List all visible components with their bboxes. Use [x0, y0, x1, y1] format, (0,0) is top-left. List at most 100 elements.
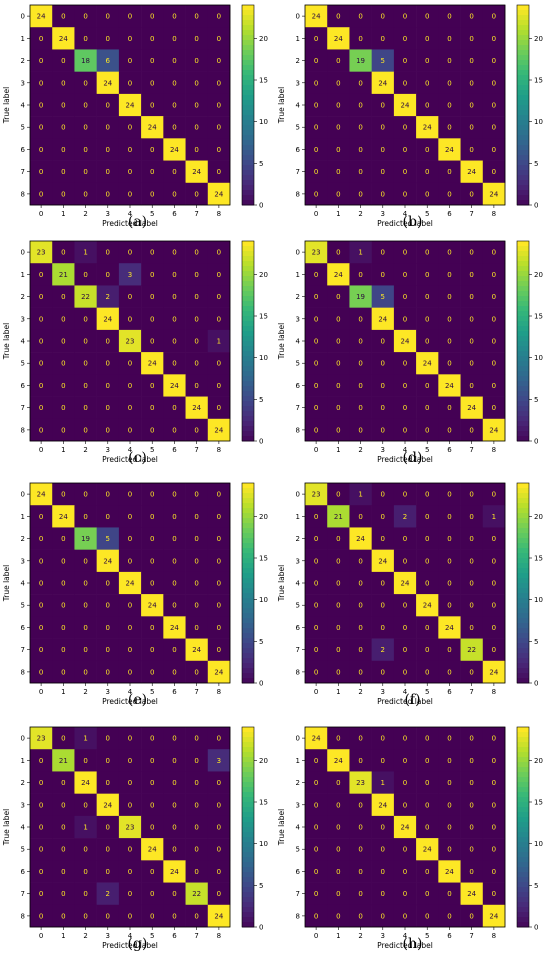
y-tick-label: 6 — [296, 624, 301, 632]
matrix-cell — [52, 882, 75, 906]
cell-value-label: 1 — [217, 338, 221, 346]
cell-value-label: 0 — [172, 293, 176, 301]
cell-value-label: 0 — [128, 35, 132, 43]
cell-value-label: 0 — [425, 912, 429, 920]
matrix-cell — [349, 571, 372, 595]
cell-value-label: 0 — [492, 846, 496, 854]
panel-caption: (g) — [127, 936, 148, 952]
matrix-cell — [118, 285, 142, 308]
x-tick-label: 0 — [39, 688, 43, 696]
cell-value-label: 24 — [170, 624, 179, 632]
colorbar-band — [517, 608, 529, 614]
matrix-cell — [118, 5, 142, 28]
matrix-cell — [141, 616, 164, 639]
cell-value-label: 0 — [492, 824, 496, 832]
colorbar-band — [517, 573, 529, 579]
cell-value-label: 0 — [403, 360, 407, 368]
matrix-cell — [393, 138, 417, 161]
matrix-cell — [327, 660, 350, 684]
cell-value-label: 0 — [314, 801, 318, 809]
matrix-cell — [482, 138, 506, 161]
cell-value-label: 5 — [381, 57, 385, 65]
matrix-cell — [305, 505, 328, 528]
matrix-cell — [185, 285, 209, 308]
matrix-cell — [163, 49, 186, 72]
colorbar-band — [517, 256, 529, 262]
colorbar-band — [517, 897, 529, 903]
colorbar-band — [242, 266, 254, 272]
matrix-cell — [393, 616, 417, 639]
colorbar-band — [242, 125, 254, 131]
colorbar-band — [517, 20, 529, 26]
colorbar-band — [242, 648, 254, 654]
matrix-cell — [349, 882, 372, 906]
cell-value-label: 0 — [336, 249, 340, 257]
confusion-matrix-panel-f: 23 0 1 0 0 0 0 0 0 0 21 0 0 2 0 0 0 1 0 0 24 0 0 0 0 0 0 0 0 0 24 0 0 0 0 0… — [275, 478, 550, 710]
colorbar-band — [517, 842, 529, 848]
matrix-cell — [141, 749, 164, 772]
cell-value-label: 0 — [425, 668, 429, 676]
cell-value-label: 0 — [61, 102, 65, 110]
matrix-cell — [163, 374, 186, 397]
matrix-cell — [416, 93, 439, 117]
cell-value-label: 0 — [358, 271, 362, 279]
x-tick-label: 7 — [469, 210, 473, 218]
x-tick-label: 7 — [469, 446, 473, 454]
matrix-cell — [74, 771, 97, 794]
cell-value-label: 0 — [336, 846, 340, 854]
cell-value-label: 0 — [106, 912, 110, 920]
cell-value-label: 0 — [83, 338, 87, 346]
cell-value-label: 0 — [128, 602, 132, 610]
matrix-cell — [52, 182, 75, 206]
matrix-cell — [305, 418, 328, 442]
y-tick-label: 7 — [21, 404, 25, 412]
matrix-cell — [349, 5, 372, 28]
colorbar-band — [517, 401, 529, 407]
cell-value-label: 0 — [358, 426, 362, 434]
matrix-cell — [460, 182, 484, 206]
cell-value-label: 0 — [469, 868, 473, 876]
x-tick-label: 8 — [217, 446, 221, 454]
y-tick-label: 2 — [21, 779, 25, 787]
matrix-cell — [371, 352, 395, 375]
colorbar-band — [517, 737, 529, 743]
x-tick-label: 3 — [106, 932, 110, 940]
matrix-cell — [74, 860, 97, 883]
cell-value-label: 0 — [128, 757, 132, 765]
matrix-cell — [460, 838, 484, 861]
matrix-cell — [393, 329, 417, 353]
colorbar-band — [517, 638, 529, 644]
cell-value-label: 24 — [103, 801, 112, 809]
cell-value-label: 0 — [217, 404, 221, 412]
matrix-cell — [416, 660, 439, 684]
cell-value-label: 0 — [403, 35, 407, 43]
matrix-cell — [207, 527, 231, 550]
colorbar-band — [517, 777, 529, 783]
cell-value-label: 0 — [39, 146, 43, 154]
colorbar-band — [242, 503, 254, 509]
cell-value-label: 0 — [217, 249, 221, 257]
matrix-cell — [141, 27, 164, 50]
matrix-cell — [438, 329, 461, 353]
cell-value-label: 0 — [61, 426, 65, 434]
colorbar-band — [517, 832, 529, 838]
cell-value-label: 0 — [217, 293, 221, 301]
cell-value-label: 0 — [314, 168, 318, 176]
colorbar-band — [242, 150, 254, 156]
matrix-cell — [416, 396, 439, 420]
cell-value-label: 0 — [194, 13, 198, 21]
matrix-cell — [163, 616, 186, 639]
matrix-cell — [438, 771, 461, 794]
cell-value-label: 24 — [170, 382, 179, 390]
cell-value-label: 0 — [336, 912, 340, 920]
matrix-cell — [482, 49, 506, 72]
matrix-cell — [349, 329, 372, 353]
x-tick-label: 1 — [336, 688, 340, 696]
colorbar-tick-label: 15 — [534, 313, 543, 321]
matrix-cell — [207, 160, 231, 184]
colorbar-band — [517, 421, 529, 427]
matrix-cell — [163, 396, 186, 420]
y-tick-label: 6 — [296, 146, 301, 154]
colorbar-frame — [241, 726, 255, 928]
colorbar-tick-label: 20 — [259, 35, 268, 43]
